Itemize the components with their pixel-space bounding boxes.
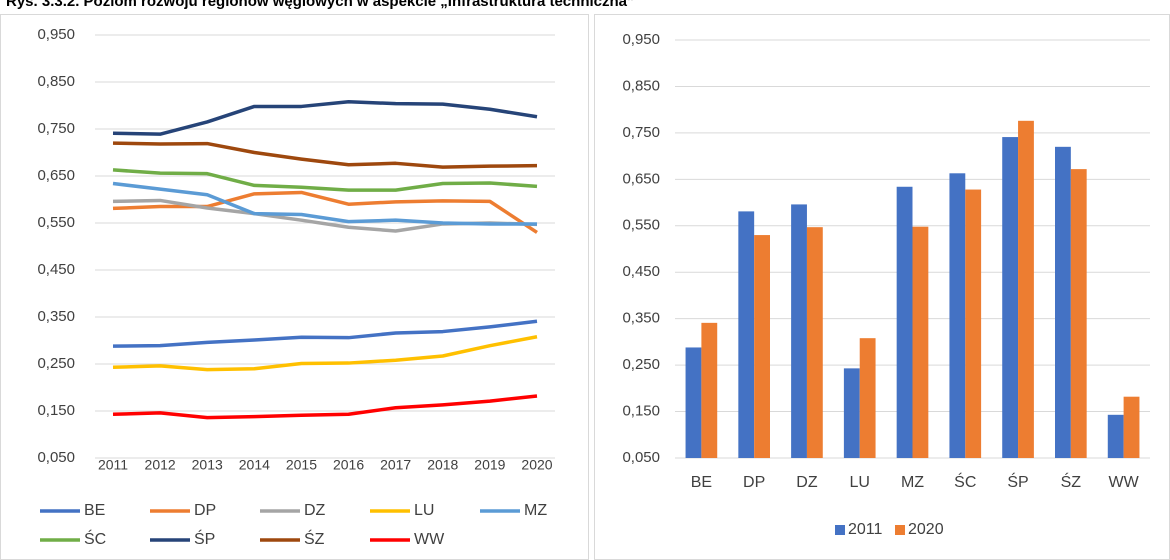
bar xyxy=(896,186,913,458)
line xyxy=(112,141,538,169)
legend-label: DZ xyxy=(304,502,326,519)
y-tick-label: 0,450 xyxy=(37,261,75,278)
line xyxy=(112,190,538,234)
x-tick-label: 2015 xyxy=(286,457,317,473)
y-tick-label: 0,750 xyxy=(37,120,75,137)
x-tick-label: 2017 xyxy=(380,457,411,473)
bar xyxy=(754,235,770,458)
bar xyxy=(1002,137,1019,458)
legend-label: WW xyxy=(414,531,445,548)
legend-label: ŚZ xyxy=(304,529,325,548)
y-tick-label: 0,850 xyxy=(37,73,75,90)
bar xyxy=(1123,396,1140,458)
bar xyxy=(685,347,702,458)
bar xyxy=(791,204,807,458)
y-tick-label: 0,050 xyxy=(622,449,660,466)
x-tick-label: 2014 xyxy=(239,457,270,473)
x-tick-label: DP xyxy=(743,474,765,491)
legend-label: ŚP xyxy=(194,529,215,548)
bar xyxy=(965,189,982,458)
y-tick-label: 0,750 xyxy=(622,124,660,141)
x-tick-label: ŚP xyxy=(1007,472,1028,491)
y-tick-label: 0,950 xyxy=(622,31,660,48)
y-tick-label: 0,650 xyxy=(37,167,75,184)
bar xyxy=(859,338,876,458)
legend-swatch xyxy=(835,525,845,535)
bar xyxy=(806,227,823,458)
y-tick-label: 0,350 xyxy=(622,310,660,327)
y-tick-label: 0,450 xyxy=(622,263,660,280)
x-tick-label: WW xyxy=(1109,474,1140,491)
x-tick-label: 2011 xyxy=(98,457,128,473)
bar xyxy=(843,368,860,458)
x-tick-label: DZ xyxy=(796,474,818,491)
x-tick-label: BE xyxy=(691,474,712,491)
x-tick-label: LU xyxy=(849,474,869,491)
legend-label: DP xyxy=(194,502,216,519)
y-tick-label: 0,150 xyxy=(622,403,660,420)
y-tick-label: 0,350 xyxy=(37,308,75,325)
legend-label: LU xyxy=(414,502,434,519)
y-tick-label: 0,550 xyxy=(37,214,75,231)
x-tick-label: MZ xyxy=(901,474,924,491)
line xyxy=(112,99,538,136)
line xyxy=(112,394,538,420)
y-tick-label: 0,250 xyxy=(37,355,75,372)
x-tick-label: ŚC xyxy=(954,472,976,491)
bar xyxy=(701,322,718,458)
y-tick-label: 0,950 xyxy=(37,26,75,43)
y-tick-label: 0,150 xyxy=(37,402,75,419)
legend-label: BE xyxy=(84,502,105,519)
legend-label: MZ xyxy=(524,502,547,519)
line xyxy=(112,181,537,226)
y-tick-label: 0,250 xyxy=(622,356,660,373)
y-tick-label: 0,050 xyxy=(37,449,75,466)
bar xyxy=(912,226,929,458)
bar xyxy=(1055,146,1071,459)
legend-swatch xyxy=(895,525,905,535)
x-tick-label: 2012 xyxy=(145,457,176,473)
y-tick-label: 0,850 xyxy=(622,77,660,94)
legend-label: ŚC xyxy=(84,529,106,548)
line xyxy=(112,168,538,192)
line xyxy=(112,335,538,372)
line xyxy=(112,319,538,348)
x-tick-label: 2020 xyxy=(521,457,552,473)
bar xyxy=(1107,414,1124,458)
y-tick-label: 0,550 xyxy=(622,217,660,234)
x-tick-label: 2018 xyxy=(427,457,458,473)
bar xyxy=(738,211,755,458)
legend-label: 2011 xyxy=(848,521,883,538)
x-tick-label: 2019 xyxy=(474,457,505,473)
y-tick-label: 0,650 xyxy=(622,170,660,187)
bar xyxy=(949,173,966,458)
panel-left xyxy=(0,14,589,560)
legend-label: 2020 xyxy=(908,521,944,538)
figure-title: Rys. 3.3.2. Poziom rozwoju regionów węgl… xyxy=(6,0,635,10)
x-tick-label: ŚZ xyxy=(1061,472,1082,491)
bar xyxy=(1070,169,1087,459)
x-tick-label: 2013 xyxy=(192,457,223,473)
bar xyxy=(1018,120,1034,459)
x-tick-label: 2016 xyxy=(333,457,364,473)
